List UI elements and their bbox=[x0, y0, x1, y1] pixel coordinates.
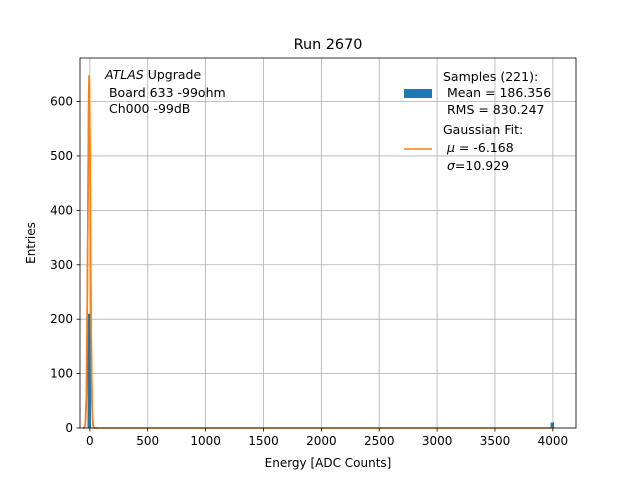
y-tick-label: 300 bbox=[50, 258, 73, 272]
x-tick-label: 1000 bbox=[190, 434, 221, 448]
channel-label: Ch000 -99dB bbox=[105, 101, 190, 116]
board-label: Board 633 -99ohm bbox=[105, 85, 226, 100]
legend-samples-swatch bbox=[404, 89, 432, 98]
y-tick-label: 500 bbox=[50, 149, 73, 163]
grid-lines bbox=[80, 58, 576, 429]
legend-fit-sigma-value: =10.929 bbox=[455, 158, 509, 173]
legend-samples-rms: RMS = 830.247 bbox=[443, 102, 545, 117]
upgrade-label: Upgrade bbox=[144, 67, 202, 82]
x-tick-label: 0 bbox=[86, 434, 94, 448]
svg-text:ATLAS Upgrade: ATLAS Upgrade bbox=[104, 67, 201, 82]
atlas-label: ATLAS bbox=[104, 67, 144, 82]
y-tick-label: 100 bbox=[50, 367, 73, 381]
legend-samples-mean: Mean = 186.356 bbox=[443, 85, 551, 100]
x-tick-label: 500 bbox=[136, 434, 159, 448]
plot-frame bbox=[79, 57, 577, 429]
svg-text:μ = -6.168: μ = -6.168 bbox=[443, 140, 514, 155]
svg-text:σ=10.929: σ=10.929 bbox=[443, 158, 509, 173]
legend: Samples (221): Mean = 186.356 RMS = 830.… bbox=[404, 69, 551, 173]
x-tick-label: 3500 bbox=[480, 434, 511, 448]
legend-samples-title: Samples (221): bbox=[443, 69, 538, 84]
x-tick-label: 3000 bbox=[422, 434, 453, 448]
y-tick-label: 400 bbox=[50, 203, 73, 217]
x-axis-ticks: 0 500 1000 1500 2000 2500 3000 3500 4000 bbox=[86, 428, 568, 448]
legend-fit-title: Gaussian Fit: bbox=[443, 122, 523, 137]
chart-title: Run 2670 bbox=[294, 37, 363, 53]
y-axis-label: Entries bbox=[24, 222, 38, 264]
x-tick-label: 2000 bbox=[306, 434, 337, 448]
atlas-annotation: ATLAS Upgrade Board 633 -99ohm Ch000 -99… bbox=[104, 67, 226, 116]
histogram-bar bbox=[550, 422, 555, 428]
y-tick-label: 600 bbox=[50, 95, 73, 109]
legend-fit-mu-value: = -6.168 bbox=[455, 140, 514, 155]
x-tick-label: 4000 bbox=[538, 434, 569, 448]
legend-fit-sigma-symbol: σ bbox=[447, 158, 456, 173]
y-axis-ticks: 0 100 200 300 400 500 600 bbox=[50, 95, 80, 435]
y-tick-label: 200 bbox=[50, 312, 73, 326]
x-tick-label: 2500 bbox=[364, 434, 395, 448]
x-tick-label: 1500 bbox=[248, 434, 279, 448]
legend-fit-mu-symbol: μ bbox=[446, 140, 455, 155]
y-tick-label: 0 bbox=[65, 421, 73, 435]
x-axis-label: Energy [ADC Counts] bbox=[265, 456, 392, 470]
histogram-bars bbox=[87, 313, 555, 428]
histogram-bar bbox=[87, 313, 91, 428]
